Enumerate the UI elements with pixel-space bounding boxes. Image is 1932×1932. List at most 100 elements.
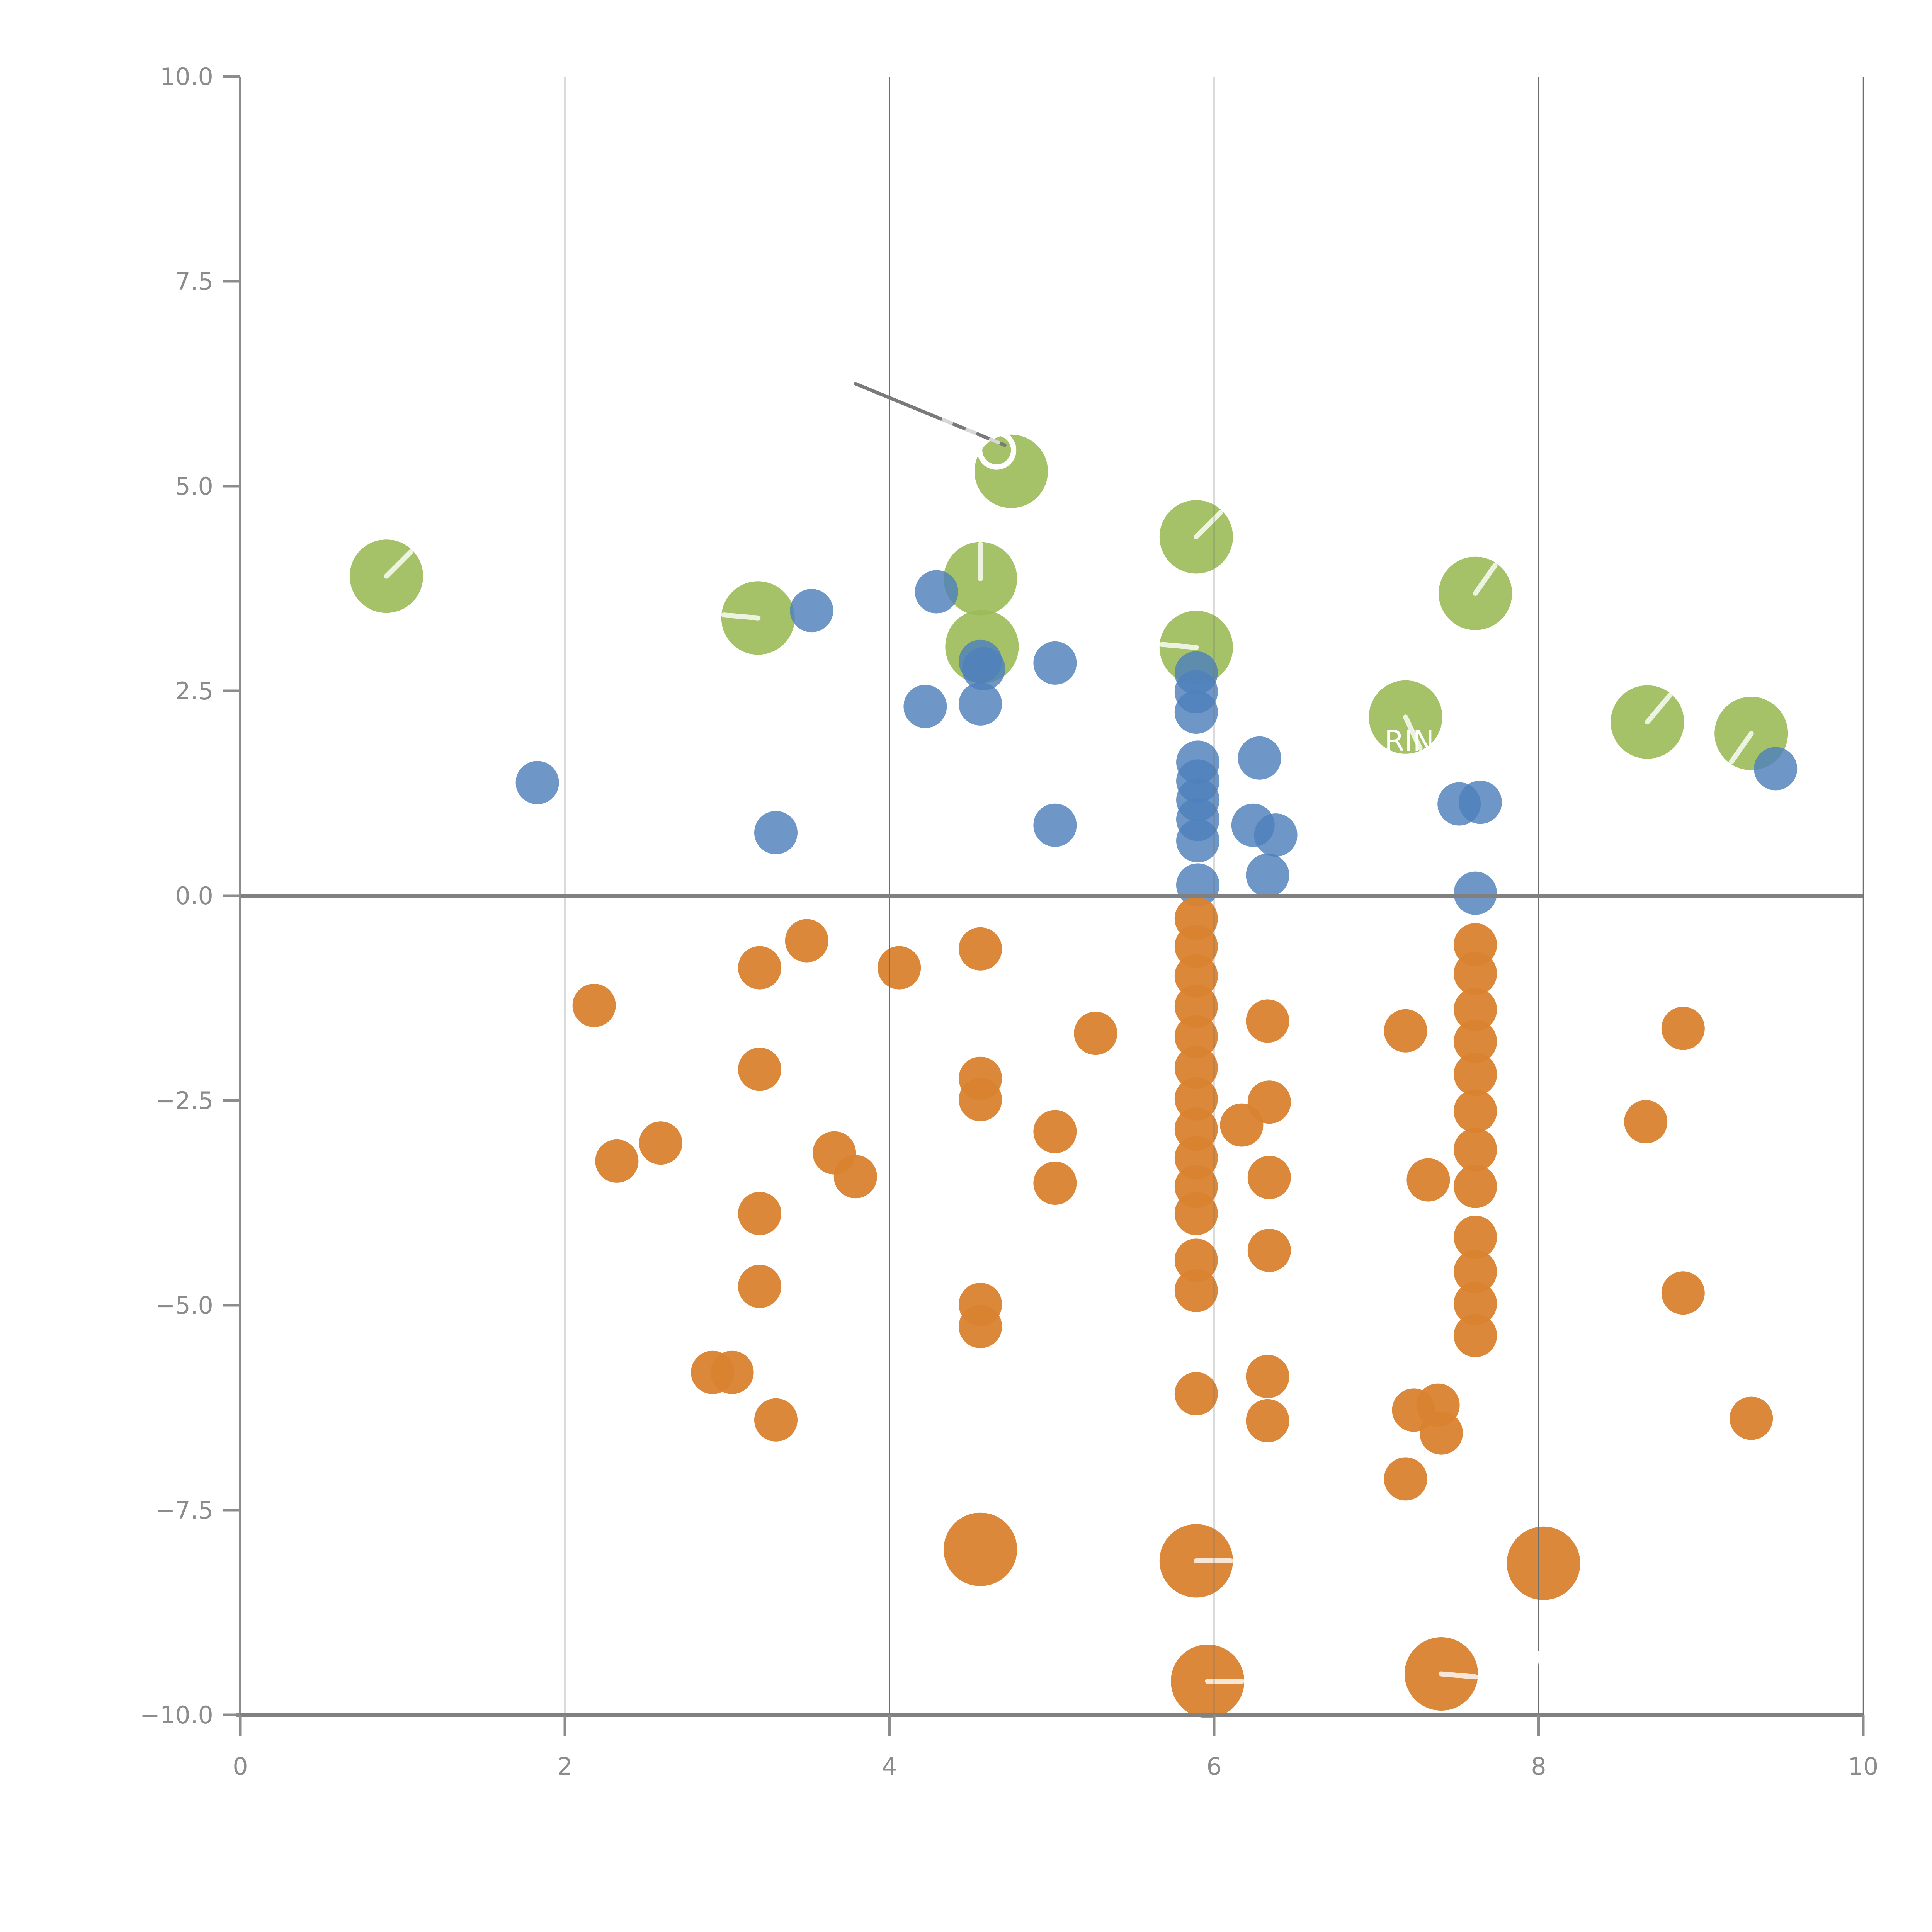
orange-small-dot — [572, 984, 616, 1027]
orange-small-dot — [1661, 1271, 1705, 1315]
y-tick-label: −5.0 — [155, 1291, 213, 1320]
orange-small-dot — [738, 1048, 781, 1091]
blue-dot — [1176, 819, 1219, 862]
orange-small-dot — [1454, 1128, 1497, 1172]
blue-dot — [1033, 641, 1077, 685]
orange-small-dot — [1384, 1457, 1427, 1501]
y-tick-label: 2.5 — [175, 677, 213, 705]
x-tick-label: 0 — [233, 1752, 248, 1781]
orange-small-dot — [1454, 1089, 1497, 1133]
orange-small-dot — [1174, 1238, 1218, 1282]
orange-small-dot — [1406, 1158, 1450, 1202]
orange-small-dot — [1220, 1103, 1264, 1147]
orange-small-dot — [959, 1305, 1002, 1349]
bubble-tick-mark — [1194, 510, 1223, 539]
blue-dot — [1458, 781, 1502, 824]
annotation-leader-line — [854, 382, 1007, 447]
orange-small-dot — [785, 919, 828, 963]
white-gridline-mark — [1521, 1649, 1540, 1674]
orange-small-dot — [1624, 1100, 1668, 1144]
bubble-tick-mark — [1645, 693, 1672, 725]
blue-dot — [1238, 736, 1281, 780]
orange-small-dot — [1174, 1269, 1218, 1312]
orange-small-dot — [1454, 1282, 1497, 1325]
x-tick-label: 8 — [1531, 1752, 1546, 1781]
y-tick-label: 10.0 — [160, 63, 213, 91]
orange-small-dot — [738, 1265, 781, 1308]
blue-dot — [515, 761, 559, 804]
orange-small-dot — [1033, 1110, 1077, 1153]
bubble-tick-mark — [1729, 731, 1754, 764]
y-tick-label: −10.0 — [140, 1701, 213, 1729]
x-tick-label: 10 — [1848, 1752, 1879, 1781]
orange-small-dot — [1174, 985, 1218, 1028]
bubble-tick-mark — [721, 612, 761, 621]
x-tick-label: 2 — [557, 1752, 572, 1781]
orange-small-dot — [1420, 1411, 1463, 1455]
blue-dot — [754, 811, 798, 854]
orange-small-dot — [1174, 1372, 1218, 1415]
green-large-bubble — [975, 434, 1048, 508]
orange-small-dot — [1174, 954, 1218, 998]
orange-small-dot — [1454, 1216, 1497, 1259]
white-text-fragment: RIN — [1384, 724, 1434, 758]
orange-small-dot — [754, 1398, 798, 1442]
annotation-ring-marker — [977, 430, 1017, 470]
orange-small-dot — [1247, 1229, 1291, 1272]
y-tick-label: −7.5 — [155, 1496, 213, 1524]
orange-small-dot — [1174, 1192, 1218, 1235]
blue-dot — [1033, 803, 1077, 847]
blue-dot — [790, 589, 833, 633]
orange-large-bubble — [944, 1512, 1017, 1586]
y-tick-label: 0.0 — [175, 882, 213, 910]
orange-small-dot — [738, 1192, 781, 1235]
orange-small-dot — [833, 1155, 877, 1199]
orange-small-dot — [959, 1078, 1002, 1121]
blue-dot — [1754, 747, 1798, 791]
orange-small-dot — [1174, 1015, 1218, 1058]
x-tick-label: 6 — [1206, 1752, 1221, 1781]
orange-small-dot — [1454, 1020, 1497, 1063]
blue-dot — [1254, 813, 1298, 857]
annotation-leader-dashes — [941, 418, 1005, 447]
blue-dot — [1454, 871, 1497, 915]
blue-dot — [962, 647, 1005, 690]
y-tick-label: 7.5 — [175, 267, 213, 296]
orange-small-dot — [738, 946, 781, 990]
y-tick-label: 5.0 — [175, 472, 213, 500]
orange-small-dot — [710, 1350, 754, 1394]
orange-small-dot — [1247, 1156, 1291, 1199]
orange-small-dot — [1174, 1077, 1218, 1121]
orange-small-dot — [1174, 1046, 1218, 1090]
orange-small-dot — [1246, 1399, 1289, 1442]
orange-small-dot — [1033, 1162, 1077, 1205]
blue-dot — [915, 570, 958, 614]
orange-small-dot — [1454, 1165, 1497, 1208]
blue-dot — [959, 682, 1002, 726]
bubble-tick-mark — [1159, 642, 1199, 650]
orange-small-dot — [1246, 999, 1289, 1043]
orange-small-dot — [1661, 1007, 1705, 1050]
y-tick-label: −2.5 — [155, 1087, 213, 1115]
orange-small-dot — [639, 1121, 682, 1165]
blue-dot — [1174, 690, 1218, 734]
orange-small-dot — [1454, 1314, 1497, 1357]
bubble-tick-mark — [1439, 1671, 1478, 1680]
orange-small-dot — [1454, 988, 1497, 1031]
orange-small-dot — [878, 946, 921, 990]
orange-small-dot — [1074, 1012, 1117, 1055]
x-tick-label: 4 — [882, 1752, 897, 1781]
orange-small-dot — [1454, 1053, 1497, 1096]
orange-small-dot — [1454, 952, 1497, 995]
orange-large-bubble — [1507, 1526, 1580, 1600]
orange-small-dot — [595, 1139, 639, 1183]
orange-small-dot — [1384, 1009, 1427, 1053]
blue-dot — [903, 685, 947, 728]
orange-small-dot — [1730, 1396, 1773, 1440]
blue-dot — [1246, 854, 1289, 897]
bubble-tick-mark — [1403, 714, 1423, 751]
bubble-tick-mark — [1473, 563, 1498, 596]
orange-small-dot — [1454, 1250, 1497, 1294]
